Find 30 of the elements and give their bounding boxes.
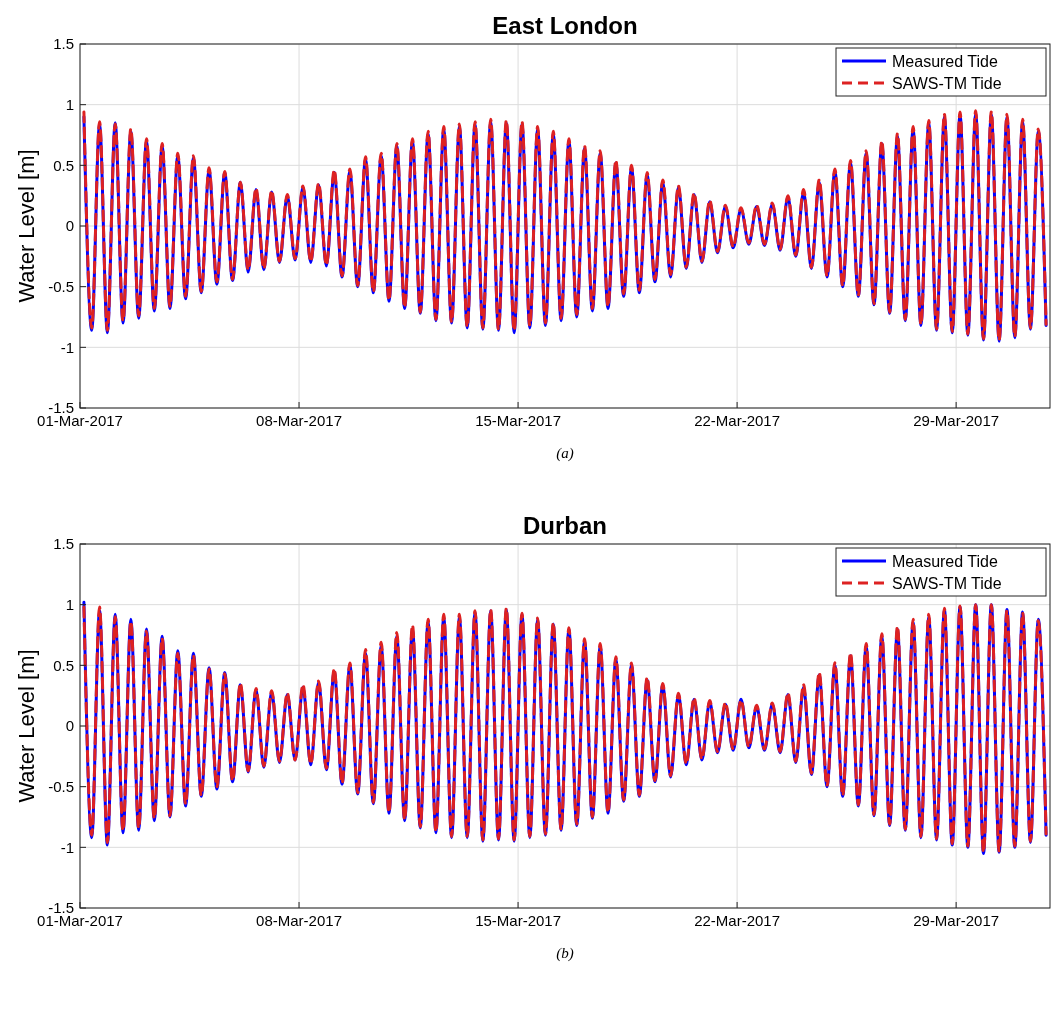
y-tick-label: 0 [65,217,74,235]
y-tick-label: -0.5 [48,777,74,795]
text: (a) [556,445,574,462]
legend-label: Measured Tide [892,52,998,70]
y-tick-label: 0.5 [53,656,74,674]
y-tick-label: -0.5 [48,277,74,295]
y-tick-label: 1.5 [53,35,74,53]
legend-label: SAWS-TM Tide [892,74,1002,92]
x-tick-label: 29-Mar-2017 [913,412,1000,429]
x-tick-label: 08-Mar-2017 [256,912,342,929]
y-tick-label: 1.5 [53,535,74,553]
y-tick-label: -1 [60,338,74,356]
y-tick-label: 1 [65,95,74,113]
legend-label: SAWS-TM Tide [892,574,1002,592]
x-tick-label: 22-Mar-2017 [694,912,781,929]
y-tick-label: 1 [65,595,74,613]
x-tick-label: 15-Mar-2017 [475,412,562,429]
text: (b) [556,945,574,962]
x-tick-label: 08-Mar-2017 [256,412,342,429]
legend-label: Measured Tide [892,552,998,570]
y-tick-label: -1 [60,838,74,856]
x-tick-label: 22-Mar-2017 [694,412,781,429]
chart-title: East London [492,12,638,39]
y-axis-title: Water Level [m] [14,149,39,303]
chart-title: Durban [523,512,607,539]
y-axis-title: Water Level [m] [14,649,39,803]
x-tick-label: 29-Mar-2017 [913,912,1000,929]
y-tick-label: 0 [65,717,74,735]
y-tick-label: 0.5 [53,156,74,174]
x-tick-label: 15-Mar-2017 [475,912,562,929]
